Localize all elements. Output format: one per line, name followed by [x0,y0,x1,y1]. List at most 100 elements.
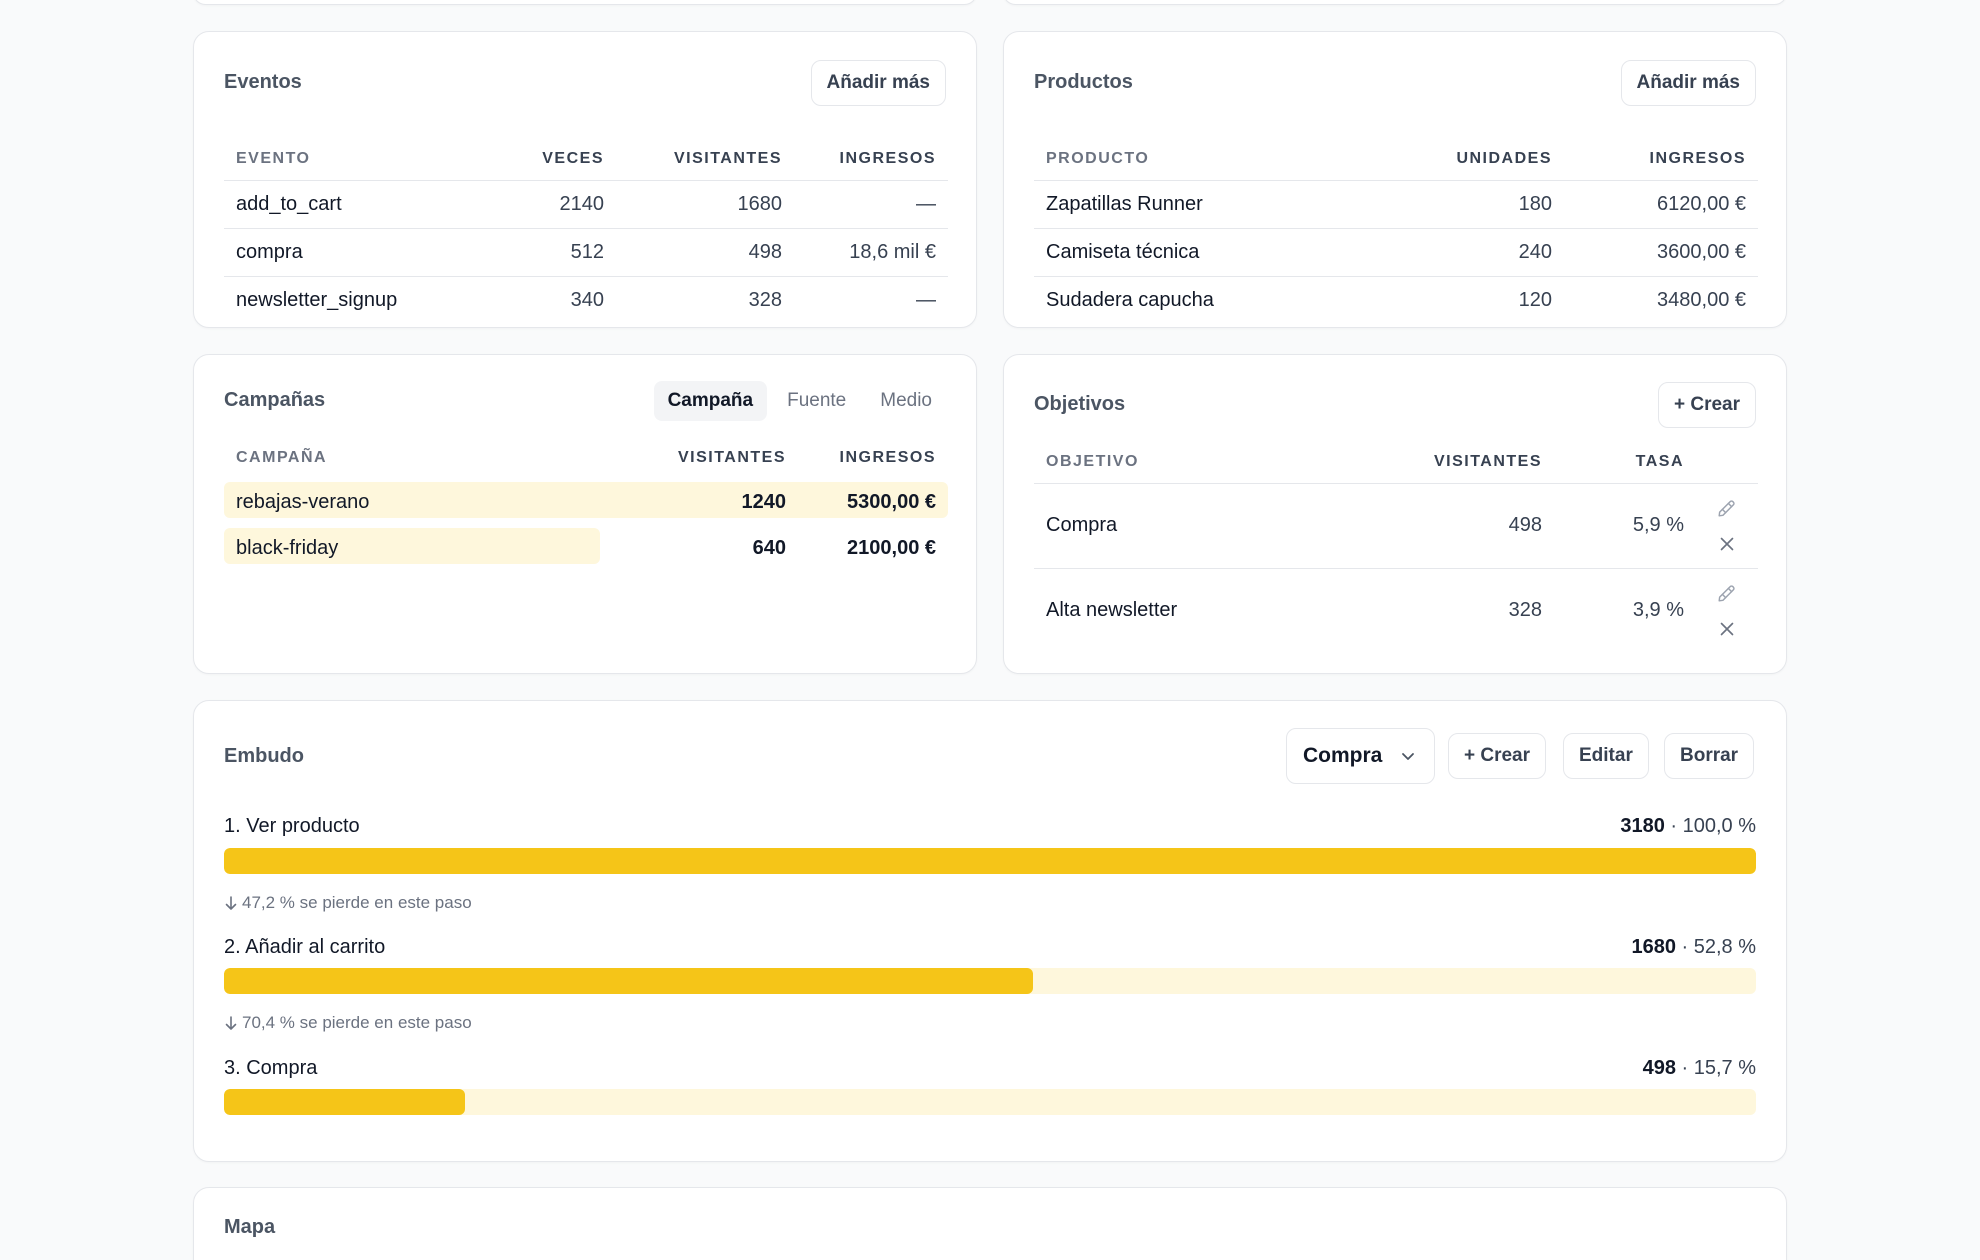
objetivos-table: OBJETIVO VISITANTES TASA Compra 498 5,9 … [1034,441,1758,653]
funnel-step-pct: · 15,7 % [1681,1057,1756,1079]
campaign-share-bar [224,482,948,518]
event-ingresos: — [916,192,936,215]
table-row[interactable]: compra 512 498 18,6 mil € [224,227,948,276]
campanas-title: Campañas [224,389,326,411]
col-header-visitantes: VISITANTES [616,138,794,181]
funnel-step-track [224,1089,1756,1115]
funnel-edit-button[interactable]: Editar [1563,733,1649,779]
funnel-step-track [224,968,1756,994]
event-name: newsletter_signup [224,275,486,324]
product-ingresos: 3600,00 € [1564,227,1758,276]
eventos-title: Eventos [224,71,302,93]
event-veces: 512 [486,227,616,276]
table-row[interactable]: newsletter_signup 340 328 — [224,275,948,324]
funnel-create-button[interactable]: + Crear [1448,733,1547,779]
product-ingresos: 6120,00 € [1657,192,1746,215]
eventos-card: Eventos Añadir más EVENTO VECES VISITANT… [193,31,977,328]
campaign-visitantes: 1240 [741,490,787,513]
funnel-step-bar [224,968,1033,994]
table-row[interactable]: Zapatillas Runner 180 6120,00 € [1034,180,1758,228]
close-icon[interactable] [1716,533,1738,555]
arrow-down-icon [225,1016,237,1030]
embudo-title: Embudo [224,745,304,767]
funnel-step-count: 498 [1642,1057,1676,1079]
funnel-step-label: 2. Añadir al carrito [224,936,386,958]
goal-tasa: 5,9 % [1632,514,1684,536]
campanas-card: Campañas Campaña Fuente Medio CAMPAÑA VI… [193,354,977,674]
product-unidades: 180 [1518,192,1552,215]
eventos-add-button[interactable]: Añadir más [810,60,946,106]
funnel-step-label: 3. Compra [224,1057,318,1079]
goal-actions [1696,567,1758,653]
table-row[interactable]: black-friday 640 2100,00 € [224,525,948,571]
campaign-ingresos: 5300,00 € [847,490,936,513]
col-header-veces: VECES [486,138,616,181]
funnel-drop-note: 47,2 % se pierde en este paso [224,893,472,913]
campaign-name: black-friday [236,536,339,559]
productos-add-button[interactable]: Añadir más [1620,60,1756,106]
event-name: add_to_cart [236,192,342,215]
campanas-table: CAMPAÑA VISITANTES INGRESOS rebajas-vera… [224,437,948,571]
event-ingresos: 18,6 mil € [794,227,948,276]
goal-visitantes: 498 [1508,514,1542,536]
productos-title: Productos [1034,71,1133,93]
table-row[interactable]: Compra 498 5,9 % [1034,483,1758,568]
table-row[interactable]: rebajas-verano 1240 5300,00 € [224,479,948,525]
campaign-name: rebajas-verano [236,490,370,513]
embudo-card: Embudo Compra + Crear Editar Borrar 1. V… [193,700,1787,1162]
col-header-ingresos: INGRESOS [1564,138,1758,181]
mapa-title: Mapa [224,1216,276,1238]
card-top-right-partial [1003,0,1787,5]
close-icon[interactable] [1716,618,1738,640]
event-veces: 340 [486,275,616,324]
goal-name: Compra [1046,514,1118,536]
funnel-step-value: 3180 · 100,0 % [1620,815,1756,838]
goal-actions [1696,483,1758,568]
event-visitantes: 1680 [737,192,783,215]
productos-card: Productos Añadir más PRODUCTO UNIDADES I… [1003,31,1787,328]
funnel-step-pct: · 52,8 % [1681,936,1756,958]
product-unidades: 120 [1374,275,1564,324]
funnel-step-label: 1. Ver producto [224,815,360,837]
col-header-visitantes: VISITANTES [677,449,786,466]
table-row[interactable]: Sudadera capucha 120 3480,00 € [1034,275,1758,324]
funnel-step-bar [224,848,1756,874]
goal-name: Alta newsletter [1034,567,1354,653]
funnel-step-count: 3180 [1620,815,1665,837]
col-header-visitantes: VISITANTES [1354,441,1554,484]
tab-medio[interactable]: Medio [880,390,932,411]
eventos-table: EVENTO VECES VISITANTES INGRESOS add_to_… [224,138,948,324]
pencil-icon[interactable] [1716,582,1738,604]
objetivos-title: Objetivos [1034,393,1126,415]
tab-campana[interactable]: Campaña [653,381,768,421]
pencil-icon[interactable] [1716,497,1738,519]
col-header-unidades: UNIDADES [1374,138,1564,181]
table-row[interactable]: Alta newsletter 328 3,9 % [1034,567,1758,653]
col-header-objetivo: OBJETIVO [1034,441,1354,484]
campaign-share-bar [224,528,601,564]
arrow-down-icon [225,896,237,910]
goal-tasa: 3,9 % [1554,567,1696,653]
productos-table: PRODUCTO UNIDADES INGRESOS Zapatillas Ru… [1034,138,1758,324]
table-row[interactable]: add_to_cart 2140 1680 — [224,180,948,228]
product-ingresos: 3480,00 € [1564,275,1758,324]
funnel-step-pct: · 100,0 % [1670,815,1756,837]
tab-fuente[interactable]: Fuente [787,390,847,411]
event-ingresos: — [794,275,948,324]
product-name: Sudadera capucha [1034,275,1374,324]
campanas-tabs: Campaña Fuente Medio [653,381,946,421]
product-name: Camiseta técnica [1034,227,1374,276]
table-row[interactable]: Camiseta técnica 240 3600,00 € [1034,227,1758,276]
funnel-delete-button[interactable]: Borrar [1664,733,1755,779]
col-header-tasa: TASA [1554,441,1696,484]
card-top-left-partial [193,0,977,5]
product-name: Zapatillas Runner [1046,192,1203,215]
col-header-evento: EVENTO [224,138,486,181]
col-header-actions [1696,441,1758,484]
objetivos-create-button[interactable]: + Crear [1657,382,1756,428]
chevron-down-icon [1402,753,1415,760]
funnel-select[interactable]: Compra [1286,728,1435,784]
funnel-drop-note: 70,4 % se pierde en este paso [224,1013,472,1033]
funnel-drop-text: 47,2 % se pierde en este paso [242,893,472,912]
